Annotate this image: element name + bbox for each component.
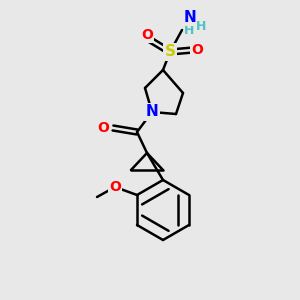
Text: O: O: [141, 28, 153, 42]
Text: O: O: [191, 43, 203, 57]
Text: H: H: [184, 23, 194, 37]
Text: N: N: [184, 11, 197, 26]
Text: O: O: [109, 180, 121, 194]
Text: N: N: [146, 104, 158, 119]
Text: H: H: [196, 20, 206, 32]
Text: O: O: [97, 121, 109, 135]
Text: S: S: [164, 44, 175, 59]
